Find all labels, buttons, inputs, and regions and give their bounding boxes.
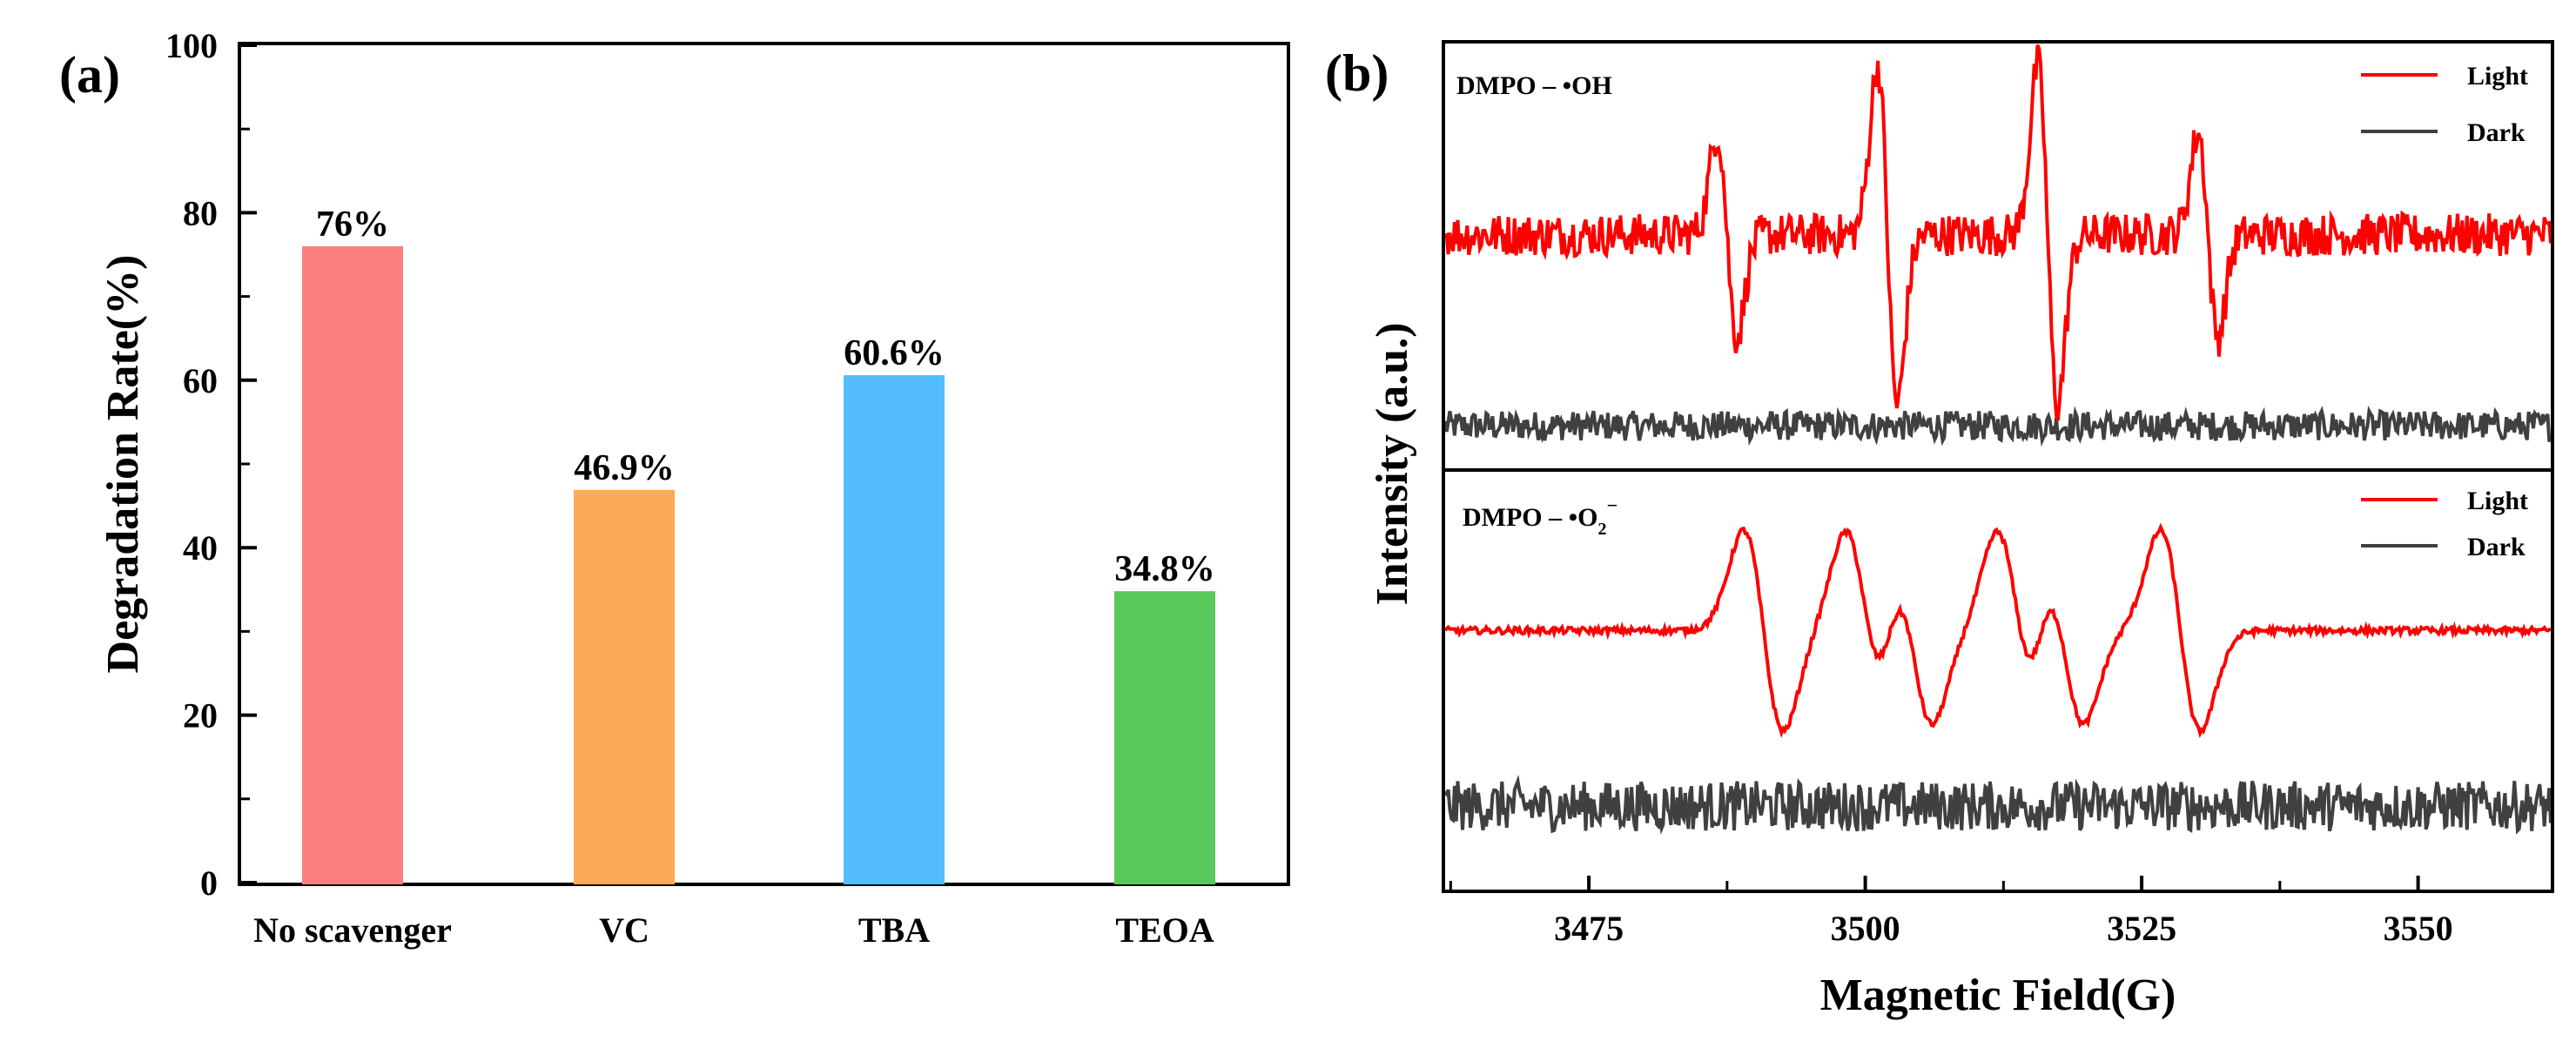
subpanel-o2-label: DMPO – •O2−	[1463, 494, 1618, 539]
bar-no-scavenger	[302, 245, 403, 884]
y-axis-ticks: 0 20 40 60 80 100	[165, 26, 257, 903]
bar-data-labels: 76% 46.9% 60.6% 34.8%	[316, 205, 1215, 589]
x-tick-label: 3550	[2384, 909, 2453, 948]
y-tick-label: 100	[165, 26, 218, 65]
y-tick-label: 60	[183, 361, 218, 400]
x-category-label: TBA	[858, 910, 930, 950]
bar-data-label: 34.8%	[1114, 549, 1215, 589]
bar-data-label: 46.9%	[574, 448, 675, 488]
y-axis-title-b: Intensity (a.u.)	[1368, 322, 1417, 605]
panel-label-a: (a)	[59, 46, 120, 104]
x-category-label: TEOA	[1115, 910, 1214, 950]
series-dark-o2	[1445, 774, 2551, 836]
bar-series	[302, 245, 1215, 884]
bar-data-label: 76%	[316, 205, 389, 245]
panel-b: (b) DMPO – •OH Light Dark DMPO – •O2−	[1325, 40, 2554, 1020]
x-category-label: VC	[599, 910, 649, 950]
y-tick-label: 20	[183, 696, 218, 736]
y-tick-label: 80	[183, 193, 218, 232]
bar-vc	[574, 489, 675, 884]
panel-a: (a) 76% 46.9% 60.6% 34.8% 0 20 40 60 80 100 No s…	[59, 26, 1290, 950]
x-axis-title: Magnetic Field(G)	[1820, 971, 2176, 1020]
y-axis-title: Degradation Rate(%)	[98, 255, 148, 674]
legend-label-dark-o2: Dark	[2467, 533, 2526, 561]
x-tick-label: 3475	[1554, 909, 1624, 948]
x-tick-label: 3500	[1831, 909, 1900, 948]
legend-label-dark-oh: Dark	[2467, 118, 2526, 147]
series-light-o2	[1445, 522, 2551, 739]
y-tick-label: 40	[183, 528, 218, 568]
legend-label-light-o2: Light	[2467, 487, 2528, 515]
subpanel-o2: DMPO – •O2− Light Dark	[1445, 487, 2551, 836]
panel-label-b: (b)	[1325, 44, 1389, 102]
x-category-label: No scavenger	[253, 910, 452, 950]
series-light-oh	[1445, 44, 2551, 421]
x-axis-categories: No scavenger VC TBA TEOA	[253, 910, 1214, 950]
panel-b-frame	[1442, 40, 2554, 893]
x-tick-label: 3525	[2107, 909, 2176, 948]
panel-a-frame	[238, 42, 1290, 886]
legend-label-light-oh: Light	[2467, 62, 2528, 91]
series-dark-oh	[1445, 405, 2551, 447]
x-axis-ticks: 3475 3500 3525 3550	[1449, 876, 2453, 948]
subpanel-oh: DMPO – •OH Light Dark	[1445, 44, 2551, 447]
subpanel-oh-label: DMPO – •OH	[1456, 71, 1612, 100]
bar-data-label: 60.6%	[844, 333, 945, 373]
bar-teoa	[1114, 591, 1215, 884]
y-tick-label: 0	[200, 863, 218, 903]
bar-tba	[844, 375, 945, 884]
